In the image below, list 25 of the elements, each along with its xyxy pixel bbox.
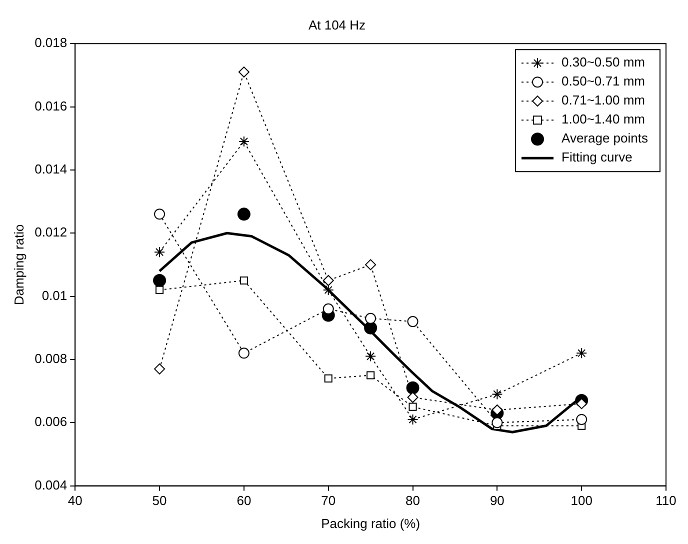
x-tick-label: 100 [570,493,592,508]
y-tick-label: 0.014 [34,162,68,177]
y-tick-label: 0.006 [34,414,68,430]
y-tick-label: 0.016 [34,98,68,114]
x-tick-label: 50 [152,493,167,508]
legend-label: Average points [562,130,648,146]
legend-label: 1.00~1.40 mm [562,112,645,127]
legend-label: Fitting curve [562,150,632,165]
legend-label: 0.50~0.71 mm [562,74,645,89]
y-axis-title: Damping ratio [11,224,26,306]
x-tick-label: 60 [236,493,252,508]
x-tick-label: 40 [68,493,82,508]
x-tick-label: 110 [656,493,676,508]
y-tick-label: 0.01 [42,288,68,303]
legend-label: 0.30~0.50 mm [562,54,645,70]
y-tick-label: 0.012 [34,224,68,240]
x-tick-label: 70 [321,493,336,508]
chart-title: At 104 Hz [308,17,366,32]
x-tick-label: 90 [490,493,504,508]
y-tick-label: 0.008 [34,351,68,366]
legend-label: 0.71~1.00 mm [562,92,645,108]
y-tick-label: 0.004 [34,477,68,492]
x-tick-label: 80 [406,493,420,508]
x-axis-title: Packing ratio (%) [321,516,420,531]
y-tick-label: 0.018 [34,35,68,50]
